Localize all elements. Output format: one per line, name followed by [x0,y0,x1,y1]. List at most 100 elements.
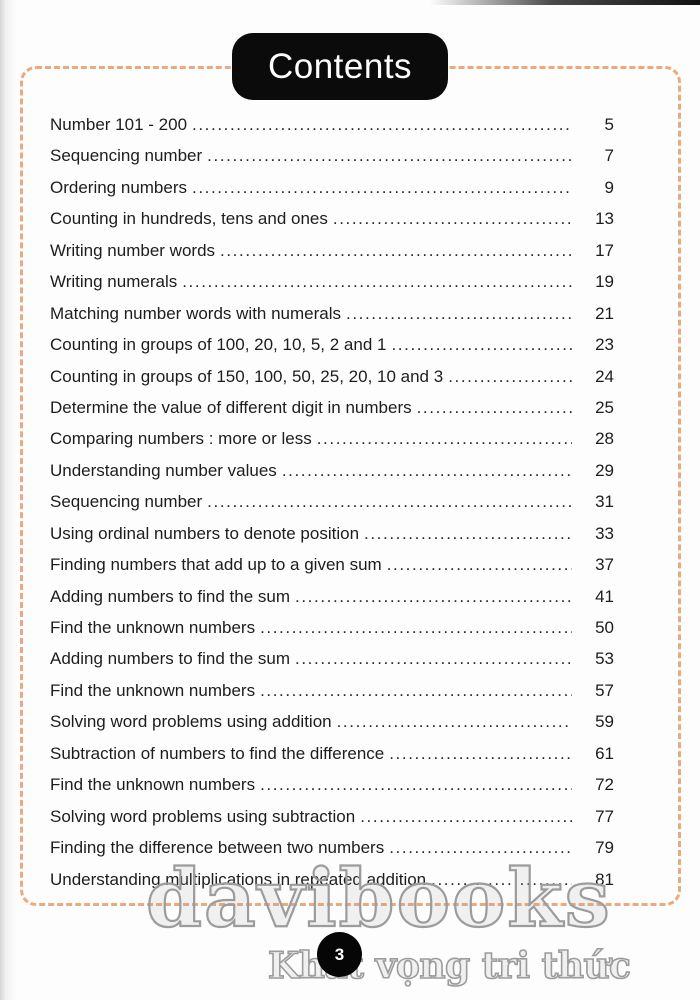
toc-row: Matching number words with numerals 21 [50,304,614,335]
dot-leader [364,524,572,544]
dot-leader [360,807,572,827]
dot-leader [295,649,572,669]
toc-entry-page: 13 [595,209,614,229]
toc-row: Understanding multiplications in repeate… [50,870,614,901]
toc-entry-page: 57 [595,680,614,700]
toc-entry-label: Adding numbers to find the sum [50,649,291,669]
toc-entry-page: 50 [595,618,614,637]
toc-row: Adding numbers to find the sum 41 [50,587,614,618]
toc-row: Writing number words 17 [50,241,614,272]
toc-entry-page: 17 [595,240,614,260]
toc-entry-label: Ordering numbers [50,177,188,197]
toc-entry-page: 29 [595,460,614,480]
toc-entry-page: 41 [595,586,614,606]
dot-leader [333,209,572,229]
dot-leader [182,272,572,292]
toc-entry-label: Counting in hundreds, tens and ones [50,209,328,229]
table-of-contents: Number 101 - 200 5 Sequencing number 7 O… [50,115,614,901]
toc-entry-label: Sequencing number [50,146,203,166]
scan-artifact-left-edge [0,0,16,1000]
toc-row: Sequencing number 7 [50,146,614,177]
toc-entry-label: Determine the value of different digit i… [50,397,412,417]
dot-leader [417,398,572,418]
contents-title-pill: Contents [232,33,448,100]
toc-entry-label: Sequencing number [50,492,203,512]
toc-entry-label: Finding numbers that add up to a given s… [50,555,382,575]
toc-row: Counting in groups of 150, 100, 50, 25, … [50,367,614,398]
toc-entry-page: 59 [595,712,614,732]
dot-leader [192,178,572,198]
toc-row: Comparing numbers : more or less 28 [50,429,614,460]
dot-leader [260,681,572,701]
toc-row: Subtraction of numbers to find the diffe… [50,744,614,775]
dot-leader [389,838,572,858]
toc-row: Using ordinal numbers to denote position… [50,524,614,555]
dot-leader [282,461,572,481]
toc-entry-label: Understanding multiplications in repeate… [50,869,427,889]
toc-row: Writing numerals 19 [50,272,614,303]
toc-row: Counting in groups of 100, 20, 10, 5, 2 … [50,335,614,366]
scan-artifact-top-edge [430,0,700,5]
toc-entry-label: Comparing numbers : more or less [50,429,312,449]
toc-entry-label: Adding numbers to find the sum [50,586,291,606]
toc-row: Sequencing number 31 [50,492,614,523]
dot-leader [346,304,572,324]
toc-entry-label: Using ordinal numbers to denote position [50,523,360,543]
toc-entry-label: Counting in groups of 100, 20, 10, 5, 2 … [50,335,387,355]
toc-entry-label: Number 101 - 200 [50,115,188,134]
dot-leader [295,587,572,607]
dot-leader [207,146,572,166]
toc-entry-label: Solving word problems using addition [50,712,332,732]
toc-row: Find the unknown numbers 72 [50,775,614,806]
toc-row: Solving word problems using addition 59 [50,712,614,743]
toc-entry-page: 23 [595,335,614,355]
toc-entry-page: 31 [595,492,614,512]
page-number-badge: 3 [317,932,362,977]
dot-leader [192,115,572,135]
toc-row: Understanding number values 29 [50,461,614,492]
toc-entry-page: 53 [595,649,614,669]
toc-entry-page: 9 [604,177,614,197]
toc-entry-page: 24 [595,366,614,386]
dot-leader [207,492,572,512]
toc-entry-label: Find the unknown numbers [50,680,256,700]
dot-leader [389,744,572,764]
toc-entry-page: 79 [595,838,614,858]
toc-row: Solving word problems using subtraction … [50,807,614,838]
toc-entry-label: Writing number words [50,240,216,260]
toc-row: Find the unknown numbers 50 [50,618,614,649]
toc-entry-label: Finding the difference between two numbe… [50,838,385,858]
toc-entry-label: Understanding number values [50,460,277,480]
toc-row: Number 101 - 200 5 [50,115,614,146]
toc-row: Find the unknown numbers 57 [50,681,614,712]
toc-entry-page: 72 [595,775,614,795]
toc-entry-label: Matching number words with numerals [50,303,342,323]
dot-leader [337,712,572,732]
page-title: Contents [267,46,413,86]
toc-entry-page: 25 [595,397,614,417]
toc-row: Determine the value of different digit i… [50,398,614,429]
toc-entry-label: Writing numerals [50,272,178,292]
toc-row: Finding the difference between two numbe… [50,838,614,869]
dot-leader [220,241,572,261]
dot-leader [260,775,572,795]
toc-entry-label: Solving word problems using subtraction [50,806,356,826]
toc-entry-label: Subtraction of numbers to find the diffe… [50,743,385,763]
page-number: 3 [334,944,345,964]
toc-entry-page: 33 [595,523,614,543]
toc-entry-page: 37 [595,555,614,575]
toc-entry-page: 81 [595,869,614,889]
dot-leader [260,618,572,638]
toc-entry-page: 7 [604,146,614,166]
toc-entry-page: 21 [595,303,614,323]
toc-entry-label: Find the unknown numbers [50,775,256,795]
toc-entry-label: Find the unknown numbers [50,618,256,637]
toc-row: Ordering numbers 9 [50,178,614,209]
toc-entry-page: 77 [595,806,614,826]
toc-entry-page: 28 [595,429,614,449]
dot-leader [387,555,572,575]
toc-entry-label: Counting in groups of 150, 100, 50, 25, … [50,366,444,386]
toc-entry-page: 5 [604,115,614,134]
dot-leader [448,367,572,387]
dot-leader [317,429,572,449]
